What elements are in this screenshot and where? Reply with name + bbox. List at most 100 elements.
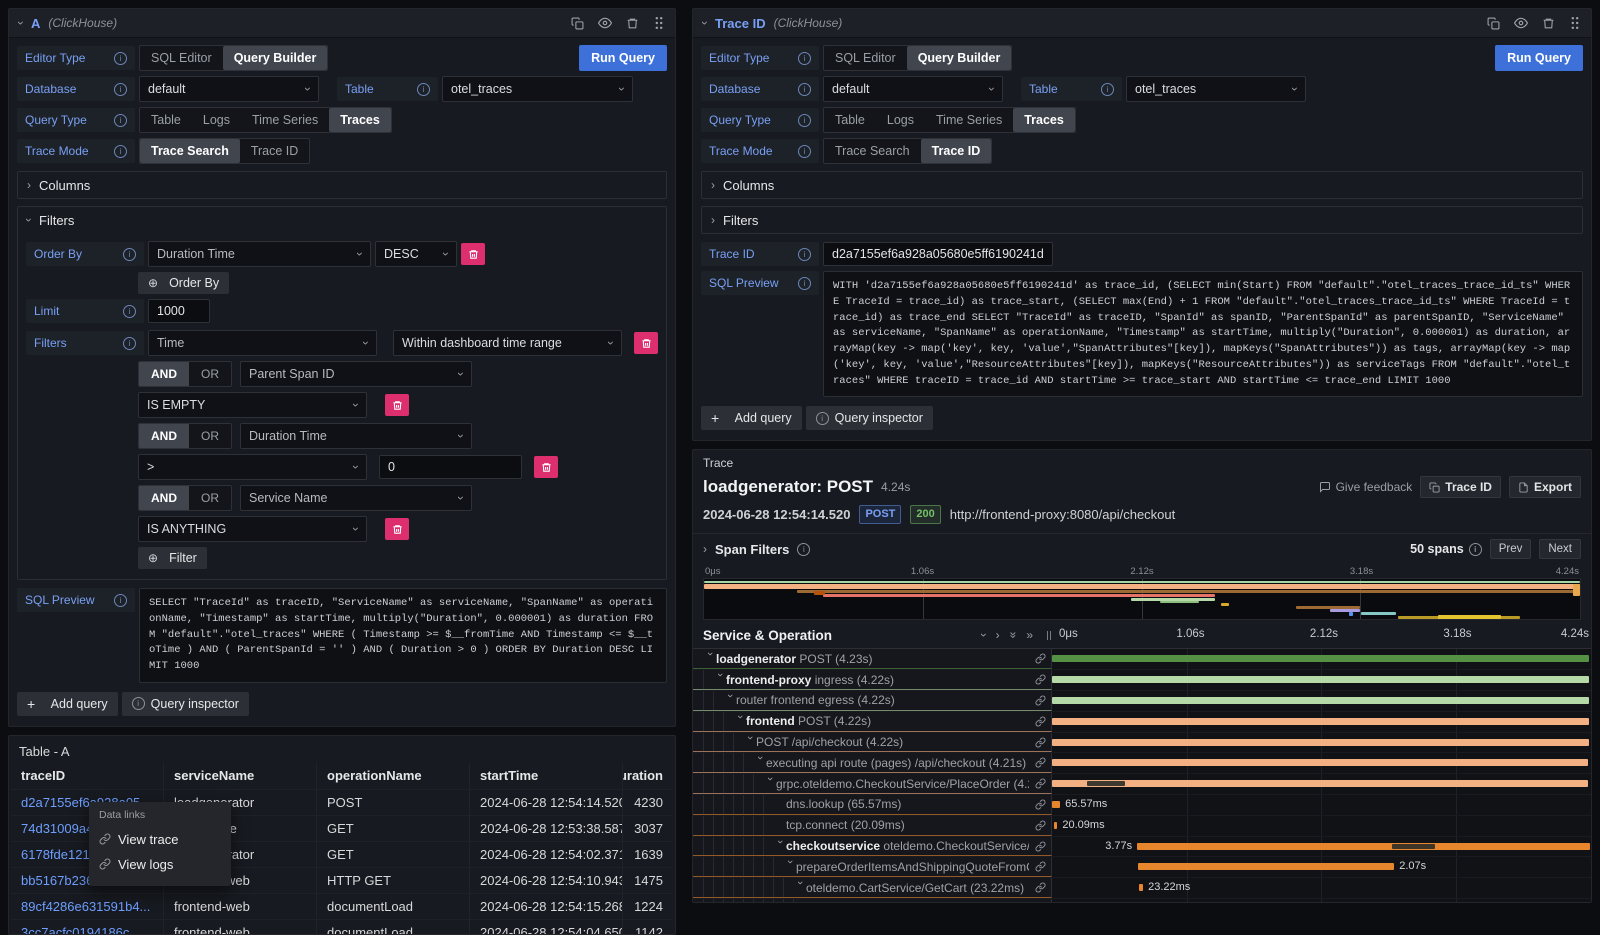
trash-icon[interactable]: [626, 17, 639, 30]
column-header[interactable]: serviceName: [164, 762, 317, 789]
and-option[interactable]: AND: [139, 486, 189, 510]
collapse-one-icon[interactable]: [978, 633, 990, 637]
and-option[interactable]: AND: [139, 424, 189, 448]
span-name-cell[interactable]: oteldemo.CartService/GetCart (23.22ms): [693, 878, 1052, 898]
span-row[interactable]: POST /api/checkout (4.22s): [693, 732, 1591, 754]
span-bar[interactable]: [1052, 759, 1589, 767]
chevron-right-icon[interactable]: [703, 543, 707, 555]
filters-section-header[interactable]: Filters: [18, 207, 666, 233]
span-bar[interactable]: [1052, 697, 1589, 705]
span-name-cell[interactable]: frontend POST (4.22s): [693, 711, 1052, 732]
or-option[interactable]: OR: [201, 429, 219, 443]
filter-value-select[interactable]: Within dashboard time range: [393, 330, 622, 356]
span-bar[interactable]: [1052, 801, 1061, 809]
span-link-icon[interactable]: [1029, 653, 1051, 664]
span-link-icon[interactable]: [1029, 737, 1051, 748]
span-link-icon[interactable]: [1029, 882, 1051, 893]
span-row[interactable]: frontend POST (4.22s): [693, 711, 1591, 733]
query-type-timeseries[interactable]: Time Series: [252, 113, 319, 127]
span-bar[interactable]: [1053, 821, 1058, 829]
trace-id-button[interactable]: Trace ID: [1420, 476, 1501, 499]
remove-condition-button[interactable]: [534, 456, 558, 478]
span-row[interactable]: dns.lookup (65.57ms) 65.57ms: [693, 795, 1591, 816]
trace-id-option[interactable]: Trace ID: [920, 139, 992, 163]
span-name-cell[interactable]: tcp.connect (20.09ms): [693, 815, 1052, 836]
run-query-button[interactable]: Run Query: [579, 45, 667, 71]
span-row[interactable]: tcp.connect (20.09ms) 20.09ms: [693, 815, 1591, 837]
span-filters-label[interactable]: Span Filters: [715, 541, 790, 557]
collapse-chevron-icon[interactable]: [754, 756, 765, 769]
or-option[interactable]: OR: [201, 491, 219, 505]
add-query-button[interactable]: + Add query: [17, 691, 118, 716]
info-circle-icon[interactable]: [114, 144, 127, 158]
span-bar[interactable]: [1052, 655, 1589, 663]
next-button[interactable]: Next: [1539, 539, 1581, 560]
info-circle-icon[interactable]: [798, 82, 811, 96]
panel-title[interactable]: A: [31, 15, 41, 31]
eye-icon[interactable]: [1514, 16, 1528, 30]
span-name-cell[interactable]: cartservice POST /oteldemo.CartService/G…: [693, 899, 1052, 903]
minimap-canvas[interactable]: [703, 578, 1581, 621]
panel-title[interactable]: Trace ID: [715, 15, 766, 31]
span-name-cell[interactable]: grpc.oteldemo.CheckoutService/PlaceOrder…: [693, 774, 1052, 795]
view-logs-link[interactable]: View logs: [99, 852, 221, 877]
info-circle-icon[interactable]: [798, 51, 811, 65]
collapse-chevron-icon[interactable]: [704, 652, 715, 665]
panel-collapse-icon[interactable]: [15, 21, 27, 25]
span-bar[interactable]: [1052, 738, 1589, 746]
span-link-icon[interactable]: [1029, 799, 1051, 810]
trace-search-option[interactable]: Trace Search: [140, 139, 240, 163]
span-link-icon[interactable]: [1029, 841, 1051, 852]
column-header[interactable]: duration: [623, 768, 663, 784]
condition-op-select[interactable]: IS ANYTHING: [138, 516, 367, 542]
remove-condition-button[interactable]: [385, 518, 409, 540]
span-row[interactable]: cartservice POST /oteldemo.CartService/G…: [693, 899, 1591, 903]
span-name-cell[interactable]: dns.lookup (65.57ms): [693, 795, 1052, 815]
span-row[interactable]: executing api route (pages) /api/checkou…: [693, 753, 1591, 775]
condition-field-select[interactable]: Service Name: [240, 485, 472, 511]
trace-id-input[interactable]: [823, 242, 1053, 266]
condition-op-select[interactable]: IS EMPTY: [138, 392, 367, 418]
info-circle-icon[interactable]: [123, 336, 136, 350]
span-link-icon[interactable]: [1029, 674, 1051, 685]
add-filter-button[interactable]: Filter: [138, 547, 207, 569]
span-bar[interactable]: [1137, 842, 1590, 850]
info-circle-icon[interactable]: [114, 82, 127, 96]
columns-section-header[interactable]: Columns: [18, 172, 666, 198]
query-builder-option[interactable]: Query Builder: [906, 46, 1012, 70]
expand-all-icon[interactable]: [1026, 629, 1033, 641]
span-name-cell[interactable]: frontend-proxy ingress (4.22s): [693, 670, 1052, 691]
span-name-cell[interactable]: prepareOrderItemsAndShippingQuoteFromCar…: [693, 857, 1052, 878]
span-row[interactable]: grpc.oteldemo.CheckoutService/PlaceOrder…: [693, 774, 1591, 796]
collapse-all-icon[interactable]: [1007, 632, 1019, 639]
span-link-icon[interactable]: [1029, 716, 1051, 727]
database-select[interactable]: default: [139, 76, 319, 102]
trace-id-link[interactable]: 89cf4286e631591b4...: [11, 893, 164, 919]
run-query-button[interactable]: Run Query: [1495, 45, 1583, 71]
remove-filter-button[interactable]: [634, 332, 658, 354]
collapse-chevron-icon[interactable]: [734, 715, 745, 728]
column-header[interactable]: operationName: [317, 762, 470, 789]
collapse-chevron-icon[interactable]: [724, 694, 735, 707]
collapse-chevron-icon[interactable]: [764, 777, 775, 790]
remove-order-by-button[interactable]: [461, 243, 485, 265]
info-circle-icon[interactable]: [1468, 542, 1482, 556]
collapse-chevron-icon[interactable]: [744, 736, 755, 749]
info-circle-icon[interactable]: [114, 51, 127, 65]
or-option[interactable]: OR: [201, 367, 219, 381]
trace-minimap[interactable]: 0μs 1.06s 2.12s 3.18s 4.24s: [703, 566, 1581, 621]
duplicate-icon[interactable]: [571, 17, 584, 30]
condition-field-select[interactable]: Parent Span ID: [240, 361, 472, 387]
span-name-cell[interactable]: POST /api/checkout (4.22s): [693, 732, 1052, 753]
span-link-icon[interactable]: [1029, 778, 1051, 789]
span-link-icon[interactable]: [1029, 820, 1051, 831]
span-link-icon[interactable]: [1029, 695, 1051, 706]
collapse-chevron-icon[interactable]: [794, 881, 805, 894]
span-row[interactable]: loadgenerator POST (4.23s): [693, 649, 1591, 671]
condition-field-select[interactable]: Duration Time: [240, 423, 472, 449]
add-order-by-button[interactable]: Order By: [138, 272, 230, 294]
collapse-chevron-icon[interactable]: [784, 860, 795, 873]
sql-editor-option[interactable]: SQL Editor: [151, 51, 212, 65]
span-bar[interactable]: [1052, 717, 1589, 725]
info-circle-icon[interactable]: [798, 276, 811, 290]
